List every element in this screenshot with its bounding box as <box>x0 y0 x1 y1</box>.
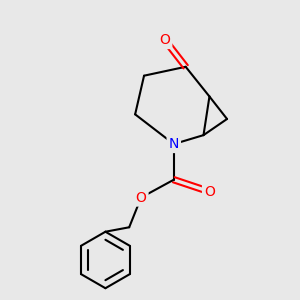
Text: N: N <box>169 137 179 151</box>
Text: O: O <box>136 190 146 205</box>
Text: O: O <box>204 184 215 199</box>
Text: O: O <box>159 33 170 47</box>
